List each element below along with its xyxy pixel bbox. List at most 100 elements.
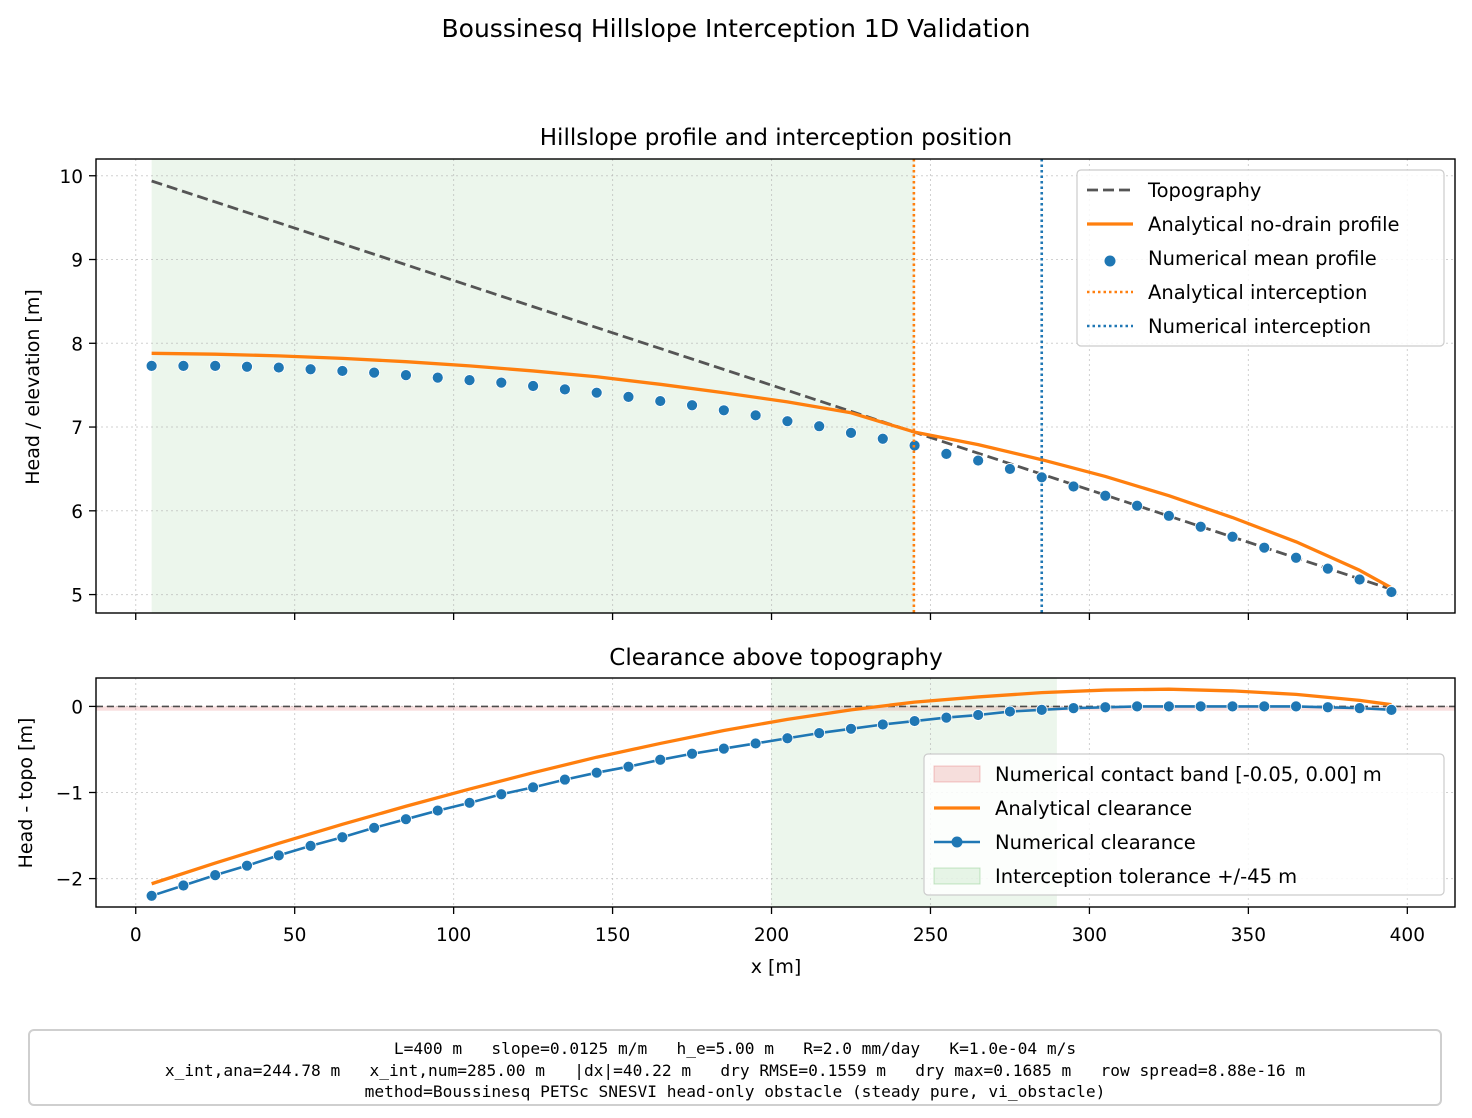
data-point bbox=[972, 454, 985, 467]
data-point bbox=[654, 753, 667, 766]
x-tick-label: 350 bbox=[1231, 925, 1266, 946]
data-point bbox=[781, 415, 794, 428]
legend-label: Numerical contact band [-0.05, 0.00] m bbox=[995, 763, 1382, 786]
legend: Topography Analytical no-drain profile Num… bbox=[1076, 169, 1445, 347]
data-point bbox=[400, 813, 412, 826]
y-tick-label: 8 bbox=[71, 334, 83, 355]
data-point bbox=[590, 766, 603, 779]
summary-line-1: L=400 m slope=0.0125 m/m h_e=5.00 m R=2.… bbox=[393, 1039, 1077, 1058]
data-point bbox=[558, 383, 571, 396]
summary-line-3: method=Boussinesq PETSc SNESVI head-only… bbox=[364, 1082, 1106, 1101]
data-point bbox=[876, 432, 889, 445]
data-point bbox=[463, 374, 476, 387]
data-point bbox=[400, 369, 412, 382]
y-tick-label: 0 bbox=[71, 697, 83, 718]
data-point bbox=[717, 404, 730, 417]
data-point bbox=[272, 849, 285, 862]
data-point bbox=[336, 365, 349, 377]
data-point bbox=[527, 781, 540, 794]
data-point bbox=[1194, 700, 1207, 713]
data-point bbox=[749, 737, 762, 750]
data-point bbox=[686, 747, 698, 760]
data-point bbox=[717, 742, 730, 755]
data-point bbox=[686, 399, 698, 412]
data-point bbox=[1226, 530, 1239, 543]
y-tick-label: 9 bbox=[71, 251, 83, 272]
data-point bbox=[304, 839, 317, 852]
data-point bbox=[209, 359, 222, 372]
clearance-panel: Clearance above topography Head - topo [… bbox=[15, 645, 1456, 978]
legend-label: Analytical interception bbox=[1148, 281, 1367, 304]
data-point bbox=[1162, 509, 1175, 522]
data-point bbox=[622, 390, 635, 403]
x-tick-label: 0 bbox=[130, 925, 142, 946]
legend-label: Topography bbox=[1147, 179, 1261, 202]
legend-label: Analytical no-drain profile bbox=[1148, 213, 1400, 236]
series-line-2 bbox=[151, 705, 1392, 898]
data-point bbox=[1290, 700, 1302, 713]
legend-frame bbox=[923, 753, 1445, 896]
data-point bbox=[813, 420, 826, 433]
legend-label: Numerical interception bbox=[1148, 315, 1371, 338]
y-tick-label: −2 bbox=[56, 870, 83, 891]
data-point bbox=[1321, 562, 1334, 575]
data-point bbox=[145, 359, 158, 372]
data-point bbox=[590, 386, 603, 399]
data-point bbox=[527, 380, 540, 392]
contact-band bbox=[96, 706, 1455, 711]
y-tick-label: 10 bbox=[59, 167, 83, 188]
data-point bbox=[1004, 463, 1016, 475]
profile-y-label: Head / elevation [m] bbox=[22, 289, 44, 484]
data-point bbox=[813, 727, 826, 739]
summary-line-2: x_int,ana=244.78 m x_int,num=285.00 m |d… bbox=[164, 1060, 1306, 1080]
data-point bbox=[209, 869, 222, 882]
data-point bbox=[1162, 700, 1175, 713]
legend: Numerical contact band [-0.05, 0.00] m An… bbox=[923, 753, 1445, 896]
x-tick-label: 50 bbox=[283, 925, 307, 946]
data-point bbox=[1067, 702, 1080, 715]
data-point bbox=[908, 715, 921, 727]
data-point bbox=[177, 359, 190, 372]
data-point bbox=[1131, 700, 1144, 713]
legend-handle bbox=[1104, 255, 1116, 267]
x-tick-label: 100 bbox=[436, 925, 471, 946]
x-tick-label: 150 bbox=[595, 925, 630, 946]
data-point bbox=[1290, 551, 1302, 564]
series-line-0 bbox=[151, 179, 1392, 591]
data-point bbox=[336, 831, 349, 844]
data-point bbox=[1099, 489, 1112, 502]
data-point bbox=[431, 371, 444, 384]
legend-marker bbox=[1104, 255, 1116, 267]
data-point bbox=[241, 360, 253, 373]
profile-panel-title: Hillslope profile and interception posit… bbox=[540, 125, 1012, 151]
data-point bbox=[495, 376, 508, 389]
legend-handle bbox=[933, 867, 981, 885]
data-point bbox=[1226, 700, 1239, 713]
legend-marker bbox=[951, 836, 963, 848]
data-point bbox=[972, 709, 985, 721]
legend-label: Analytical clearance bbox=[995, 797, 1192, 820]
legend-label: Numerical mean profile bbox=[1148, 247, 1377, 270]
data-point bbox=[940, 711, 953, 724]
y-tick-label: 5 bbox=[71, 586, 83, 607]
series-line-1 bbox=[151, 687, 1392, 886]
data-point bbox=[1353, 573, 1366, 586]
data-point bbox=[749, 409, 762, 422]
legend-handle bbox=[934, 836, 980, 848]
profile-panel: Hillslope profile and interception posit… bbox=[22, 125, 1456, 620]
summary-box: L=400 m slope=0.0125 m/m h_e=5.00 m R=2.… bbox=[28, 1029, 1442, 1106]
clearance-panel-title: Clearance above topography bbox=[609, 645, 942, 671]
legend-label: Interception tolerance +/-45 m bbox=[995, 865, 1297, 888]
x-tick-label: 250 bbox=[913, 925, 948, 946]
data-point bbox=[1258, 700, 1271, 713]
data-point bbox=[463, 796, 476, 809]
data-point bbox=[1194, 520, 1207, 533]
data-point bbox=[654, 395, 667, 407]
legend-patch bbox=[933, 765, 981, 783]
y-tick-label: 6 bbox=[71, 502, 83, 523]
figure-title: Boussinesq Hillslope Interception 1D Val… bbox=[442, 14, 1031, 43]
data-point bbox=[241, 859, 253, 872]
data-point bbox=[1035, 703, 1048, 716]
y-tick-label: 7 bbox=[71, 418, 83, 439]
